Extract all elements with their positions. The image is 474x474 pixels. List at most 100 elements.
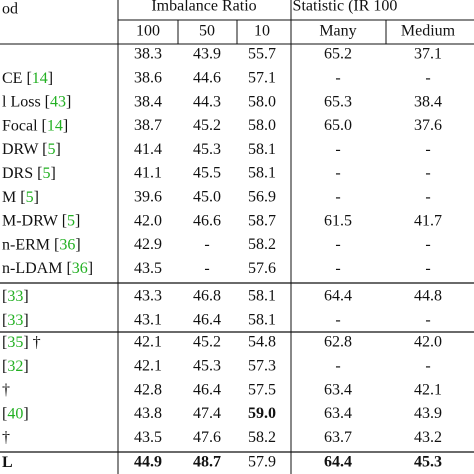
cell-value: 43.8 xyxy=(134,405,162,422)
method-name: n-ERM [36] xyxy=(2,236,81,253)
cell-value: 45.5 xyxy=(193,165,221,182)
cell-value: 43.1 xyxy=(134,311,162,328)
cell-value: 48.7 xyxy=(193,454,221,471)
citation: 5 xyxy=(26,188,34,205)
citation: 14 xyxy=(47,117,63,134)
method-name: [33] xyxy=(2,288,29,305)
cell-value: 41.7 xyxy=(414,212,442,229)
cell-value: - xyxy=(204,260,209,277)
cell-value: 42.1 xyxy=(414,381,442,398)
cell-value: 41.1 xyxy=(134,165,162,182)
cell-value: - xyxy=(335,69,340,86)
method-name: L xyxy=(2,454,13,471)
cell-value: 43.3 xyxy=(134,288,162,305)
cell-value: 55.7 xyxy=(248,46,276,63)
cell-value: 42.1 xyxy=(134,334,162,351)
citation: 36 xyxy=(72,260,88,277)
cell-value: 58.2 xyxy=(248,429,276,446)
method-text: [ xyxy=(45,93,50,110)
method-name: † xyxy=(2,429,10,446)
cell-value: - xyxy=(425,141,430,158)
method-text: ] xyxy=(34,188,39,205)
method-text: [ xyxy=(20,188,25,205)
cell-value: 58.1 xyxy=(248,311,276,328)
cell-value: 43.9 xyxy=(414,405,442,422)
method-text: L xyxy=(2,454,13,471)
cell-value: 58.0 xyxy=(248,93,276,110)
cell-value: 58.1 xyxy=(248,165,276,182)
method-text: [ xyxy=(37,165,42,182)
method-text: ] xyxy=(75,212,80,229)
header-group: Statistic (IR 100 xyxy=(293,0,398,15)
cell-value: - xyxy=(335,165,340,182)
cell-value: 42.0 xyxy=(134,212,162,229)
method-text: [ xyxy=(42,141,47,158)
cell-value: 39.6 xyxy=(134,188,162,205)
cell-value: 45.0 xyxy=(193,188,221,205)
cell-value: 65.0 xyxy=(324,117,352,134)
citation: 43 xyxy=(50,93,66,110)
citation: 5 xyxy=(67,212,75,229)
cell-value: 37.6 xyxy=(414,117,442,134)
cell-value: 57.1 xyxy=(248,69,276,86)
cell-value: - xyxy=(335,236,340,253)
method-text: ] xyxy=(50,165,55,182)
method-text: ] xyxy=(23,357,28,374)
citation: 5 xyxy=(47,141,55,158)
method-text: ] † xyxy=(23,334,40,351)
method-name: l Loss [43] xyxy=(2,93,71,110)
method-text: DRW xyxy=(2,141,42,158)
cell-value: 47.4 xyxy=(193,405,221,422)
cell-value: 46.8 xyxy=(193,288,221,305)
method-text: CE xyxy=(2,69,26,86)
citation: 5 xyxy=(42,165,50,182)
cell-value: - xyxy=(335,311,340,328)
cell-value: 44.8 xyxy=(414,288,442,305)
method-text: [ xyxy=(2,357,7,374)
method-name: [33] xyxy=(2,311,29,328)
cell-value: - xyxy=(335,260,340,277)
cell-value: 46.4 xyxy=(193,311,221,328)
method-text: [ xyxy=(2,288,7,305)
cell-value: 57.3 xyxy=(248,357,276,374)
cell-value: 38.7 xyxy=(134,117,162,134)
method-name: DRS [5] xyxy=(2,165,56,182)
cell-value: - xyxy=(425,236,430,253)
cell-value: - xyxy=(204,236,209,253)
method-text: † xyxy=(2,381,10,398)
cell-value: 58.7 xyxy=(248,212,276,229)
citation: 33 xyxy=(7,311,23,328)
cell-value: 57.5 xyxy=(248,381,276,398)
column-header: Many xyxy=(319,23,356,40)
cell-value: 43.5 xyxy=(134,429,162,446)
method-text: [ xyxy=(54,236,59,253)
cell-value: - xyxy=(425,188,430,205)
cell-value: 62.8 xyxy=(324,334,352,351)
method-name: CE [14] xyxy=(2,69,53,86)
method-text: l Loss xyxy=(2,93,45,110)
cell-value: 37.1 xyxy=(414,46,442,63)
method-name: [40] xyxy=(2,405,29,422)
cell-value: 43.5 xyxy=(134,260,162,277)
header-method: od xyxy=(2,1,18,18)
citation: 40 xyxy=(7,405,23,422)
cell-value: 44.9 xyxy=(134,454,162,471)
cell-value: 58.1 xyxy=(248,141,276,158)
cell-value: 61.5 xyxy=(324,212,352,229)
cell-value: 56.9 xyxy=(248,188,276,205)
cell-value: 57.6 xyxy=(248,260,276,277)
cell-value: 63.4 xyxy=(324,405,352,422)
method-text: M-DRW xyxy=(2,212,62,229)
method-text: ] xyxy=(23,311,28,328)
cell-value: 45.2 xyxy=(193,334,221,351)
cell-value: 58.1 xyxy=(248,288,276,305)
cell-value: 38.4 xyxy=(134,93,162,110)
cell-value: 38.3 xyxy=(134,46,162,63)
method-text: ] xyxy=(88,260,93,277)
column-header: 100 xyxy=(136,23,160,40)
cell-value: 43.9 xyxy=(193,46,221,63)
cell-value: 65.2 xyxy=(324,46,352,63)
method-name: n-LDAM [36] xyxy=(2,260,93,277)
header-group: Imbalance Ratio xyxy=(151,0,256,15)
cell-value: 38.6 xyxy=(134,69,162,86)
